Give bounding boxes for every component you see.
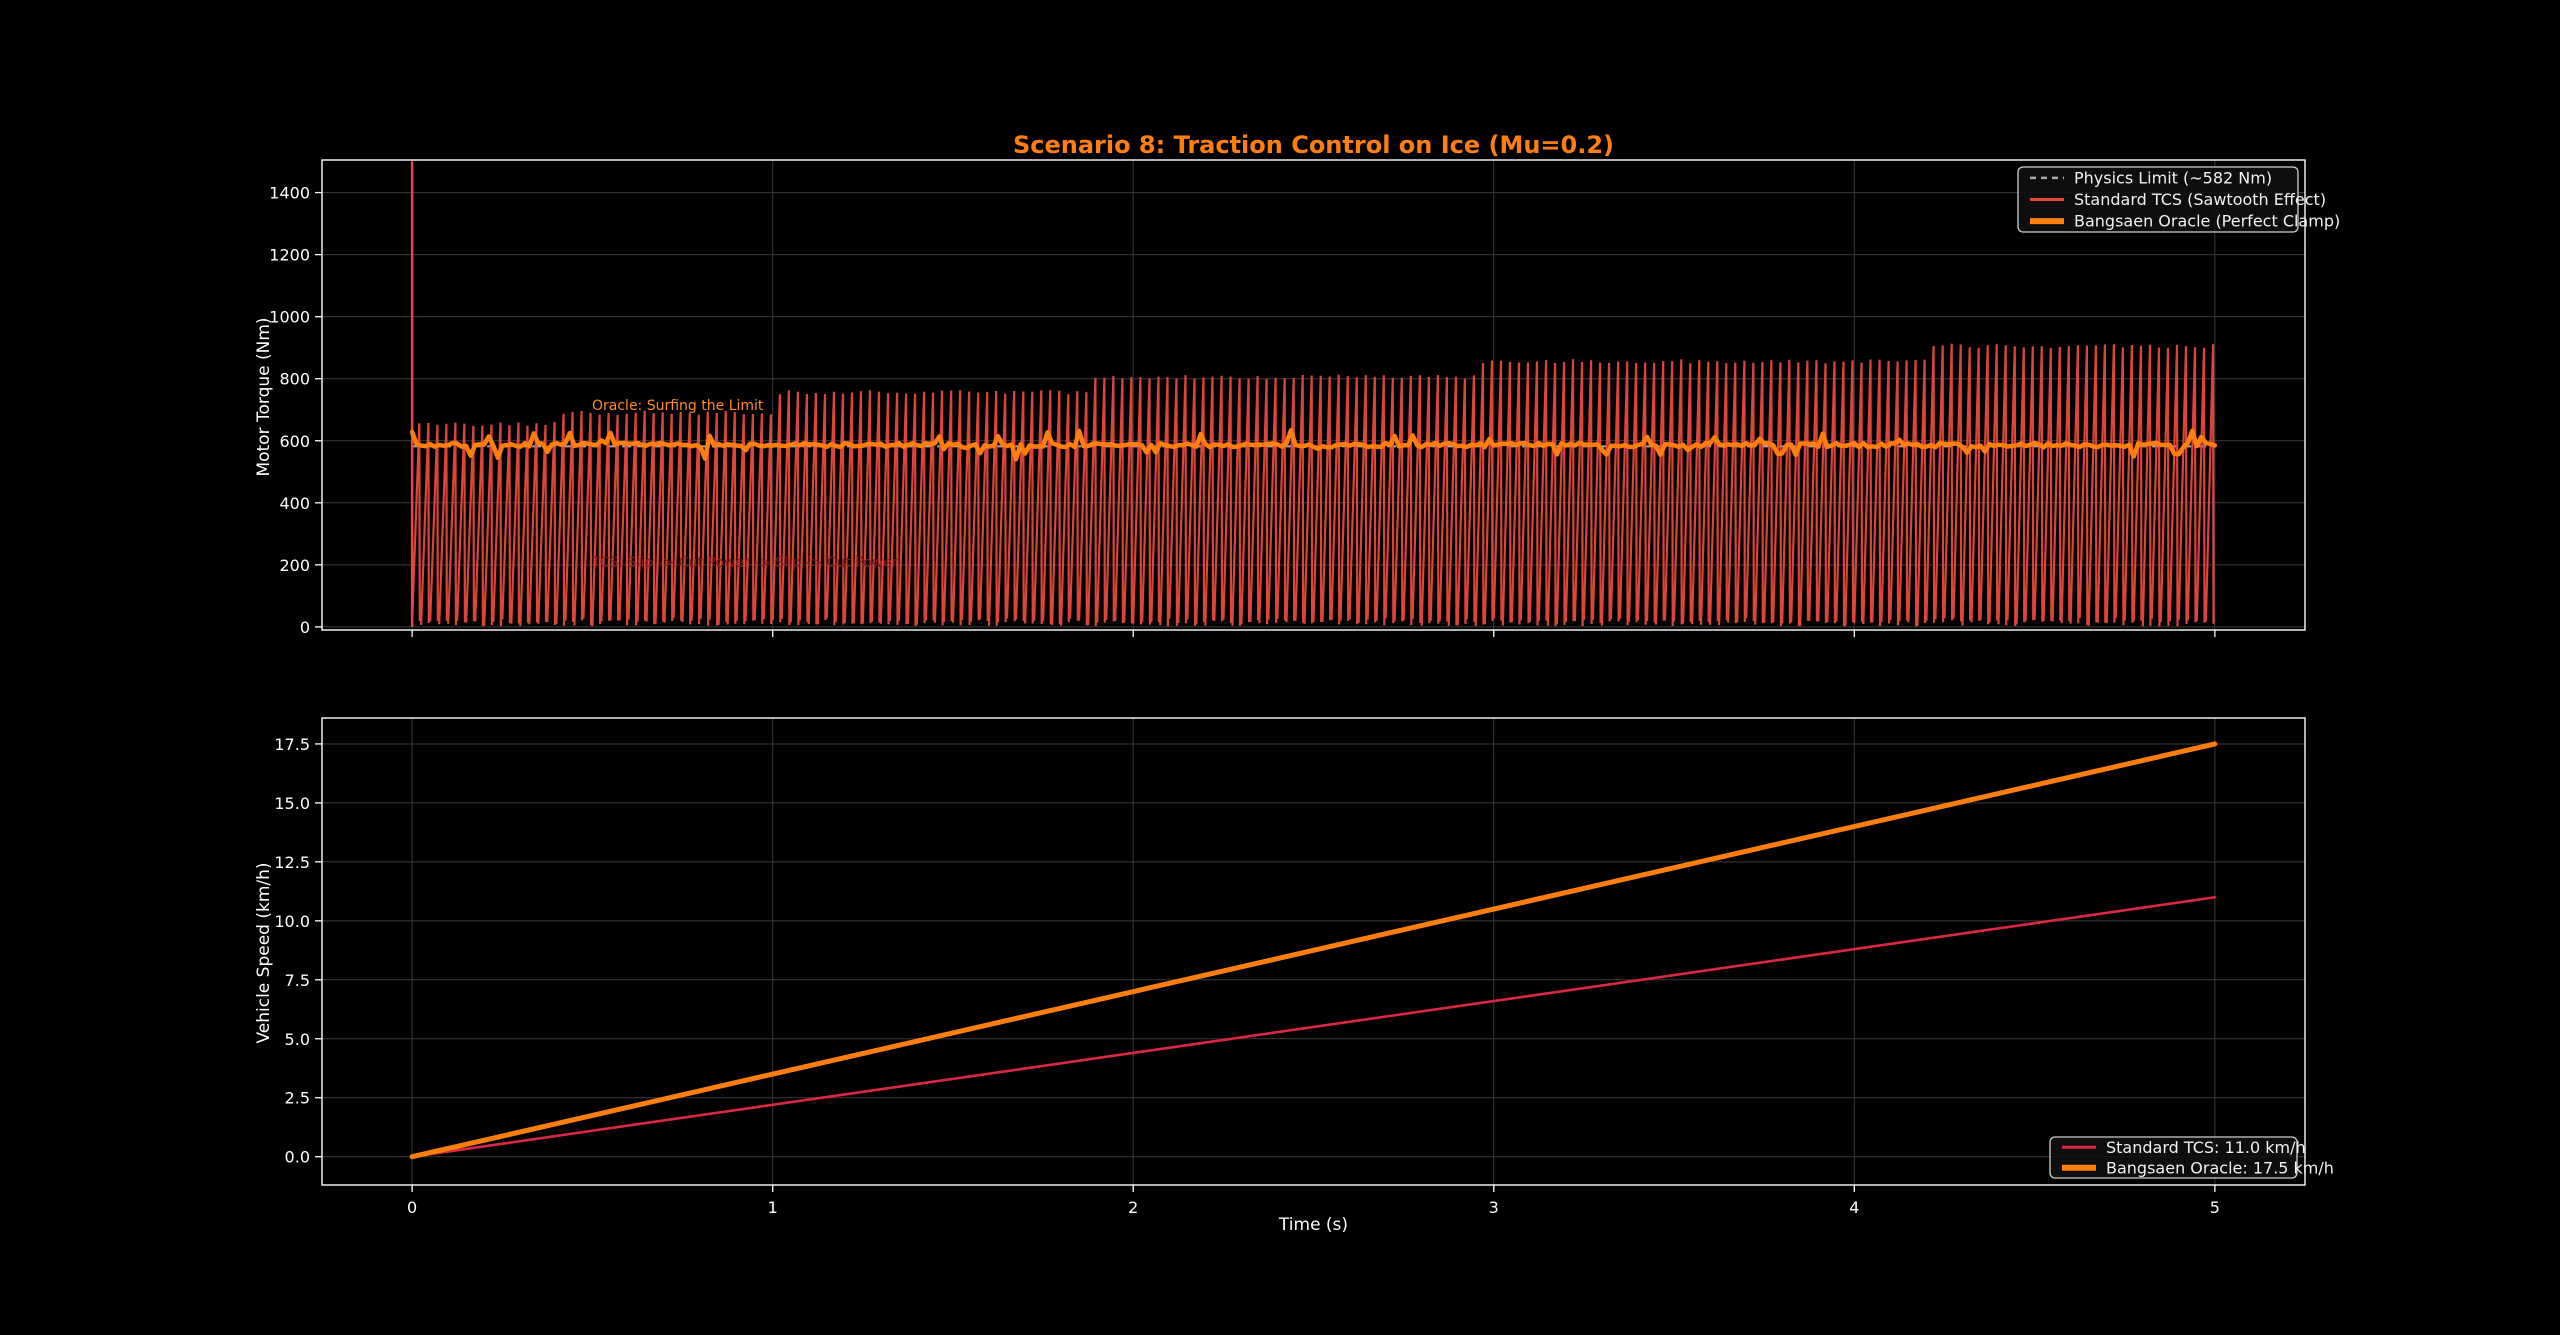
x-tick-label: 1: [768, 1198, 778, 1217]
y-tick-label: 7.5: [285, 971, 310, 990]
annotation-oracle-surfing: Oracle: Surfing the Limit: [592, 398, 764, 414]
y-tick-label: 0: [300, 618, 310, 637]
bottom-plot-ylabel: Vehicle Speed (km/h): [254, 862, 274, 1044]
y-tick-label: 1200: [269, 246, 310, 265]
y-tick-label: 800: [279, 370, 310, 389]
legend-box: [2017, 166, 2299, 233]
x-tick-label: 5: [2210, 1198, 2220, 1217]
chart-title: Scenario 8: Traction Control on Ice (Mu=…: [1012, 131, 1615, 159]
y-tick-label: 15.0: [274, 794, 310, 813]
legend-box: [2049, 1136, 2298, 1179]
legend-entry-label: Physics Limit (~582 Nm): [2074, 168, 2272, 187]
x-tick-label: 2: [1128, 1198, 1138, 1217]
legend-entry-label: Standard TCS: 11.0 km/h: [2106, 1138, 2306, 1157]
y-tick-label: 200: [279, 556, 310, 575]
y-tick-label: 600: [279, 432, 310, 451]
tcs-speed-line: [410, 895, 2217, 1158]
axes-frame: [321, 159, 2306, 631]
standard-tcs-sawtooth-line: [411, 343, 2215, 627]
y-tick-label: 400: [279, 494, 310, 513]
x-tick-label: 3: [1489, 1198, 1499, 1217]
y-tick-label: 17.5: [274, 735, 310, 754]
axes-frame: [321, 717, 2306, 1186]
legend-entry-label: Standard TCS (Sawtooth Effect): [2074, 190, 2326, 209]
top-plot-ylabel: Motor Torque (Nm): [254, 317, 274, 477]
y-tick-label: 2.5: [285, 1089, 310, 1108]
bangsaen-oracle-clamp-line: [409, 428, 2218, 462]
time-axis-label: Time (s): [1278, 1215, 1349, 1235]
y-tick-label: 12.5: [274, 853, 310, 872]
y-tick-label: 1400: [269, 184, 310, 203]
y-tick-label: 10.0: [274, 912, 310, 931]
legend-entry-label: Bangsaen Oracle (Perfect Clamp): [2074, 212, 2340, 231]
legend-entry-label: Bangsaen Oracle: 17.5 km/h: [2106, 1158, 2334, 1177]
x-tick-label: 4: [1849, 1198, 1859, 1217]
y-tick-label: 0.0: [285, 1148, 310, 1167]
annotation-tcs-cycle: TCS: Slip -> Cut Power -> Slip -> Cut Po…: [592, 555, 898, 571]
y-tick-label: 5.0: [285, 1030, 310, 1049]
x-tick-label: 0: [407, 1198, 417, 1217]
y-tick-label: 1000: [269, 308, 310, 327]
oracle-speed-line: [409, 741, 2218, 1160]
